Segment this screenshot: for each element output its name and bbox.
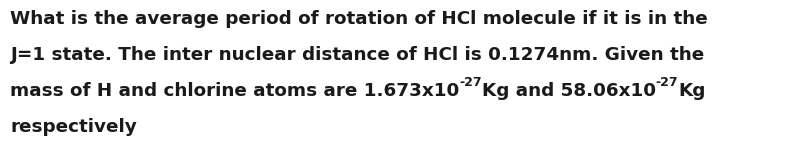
Text: Kg: Kg: [678, 82, 706, 100]
Text: -27: -27: [656, 76, 678, 89]
Text: Kg and 58.06x10: Kg and 58.06x10: [482, 82, 656, 100]
Text: J=1 state. The inter nuclear distance of HCl is 0.1274nm. Given the: J=1 state. The inter nuclear distance of…: [10, 46, 704, 64]
Text: -27: -27: [459, 76, 482, 89]
Text: What is the average period of rotation of HCl molecule if it is in the: What is the average period of rotation o…: [10, 10, 708, 28]
Text: mass of H and chlorine atoms are 1.673x10: mass of H and chlorine atoms are 1.673x1…: [10, 82, 459, 100]
Text: respectively: respectively: [10, 118, 137, 136]
